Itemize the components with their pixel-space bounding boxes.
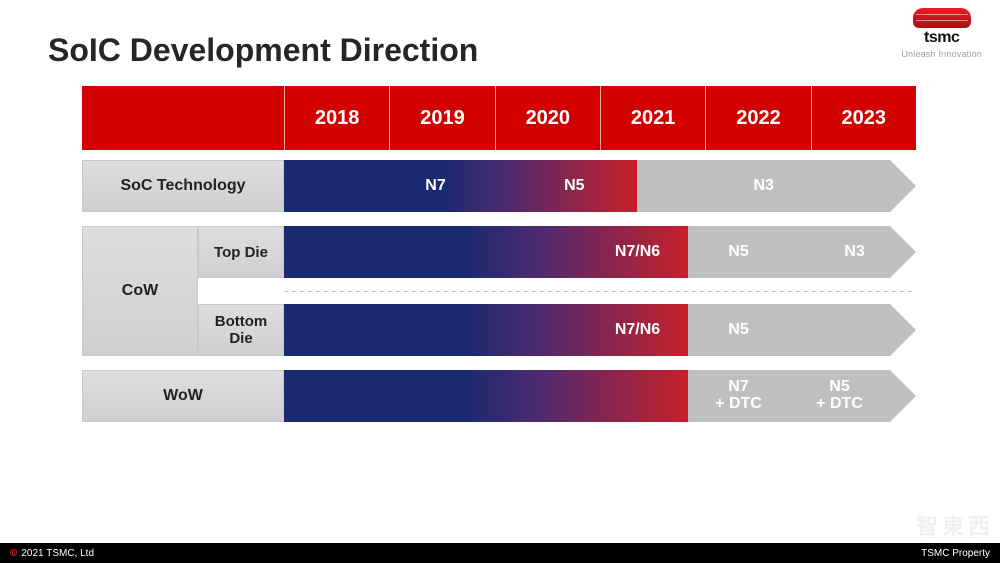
roadmap-segment [284, 226, 587, 278]
roadmap-segment: N7 + DTC [688, 370, 789, 422]
row-labels: CoWTop Die Bottom Die [82, 226, 284, 356]
roadmap-segment: N7/N6 [587, 226, 688, 278]
lane: N7 + DTCN5 + DTC [284, 370, 916, 422]
lane-separator [284, 278, 916, 304]
roadmap-segment: N7 [385, 160, 486, 212]
roadmap-segment: N5 [688, 304, 789, 356]
arrow-body: N7 N5 N3 [284, 160, 890, 212]
roadmap-segment [789, 226, 819, 278]
roadmap-segment: N5 [536, 160, 612, 212]
arrow-body: N7/N6N5 N3 [284, 226, 890, 278]
year-cell: 2022 [705, 86, 810, 150]
copyright: © 2021 TSMC, Ltd [10, 548, 94, 559]
lane: N7 N5 N3 [284, 160, 916, 212]
roadmap-segment [789, 304, 890, 356]
lane: N7/N6N5 N3 [284, 226, 916, 278]
year-cell: 2018 [284, 86, 389, 150]
roadmap-segment: N5 [688, 226, 789, 278]
year-cell: 2021 [600, 86, 705, 150]
year-cell: 2019 [389, 86, 494, 150]
sublabel: Bottom Die [198, 304, 284, 356]
header-stub [82, 86, 284, 150]
slide: SoIC Development Direction tsmc Unleash … [0, 0, 1000, 563]
lane-stack: N7/N6N5 N3 N7/N6N5 [284, 226, 916, 356]
brand-name: tsmc [901, 29, 982, 47]
wafer-icon [913, 8, 971, 28]
watermark: 智東西 [916, 509, 994, 541]
brand-tagline: Unleash Innovation [901, 49, 982, 59]
arrow-tip-icon [890, 160, 916, 212]
footer-right: TSMC Property [921, 548, 990, 559]
roadmap-segment [486, 160, 536, 212]
footer: © 2021 TSMC, Ltd TSMC Property [0, 543, 1000, 563]
roadmap-segment [789, 160, 890, 212]
roadmap-segment: N3 [819, 226, 890, 278]
lane-stack: N7 + DTCN5 + DTC [284, 370, 916, 422]
roadmap-segment [612, 160, 637, 212]
roadmap-segment: N5 + DTC [789, 370, 890, 422]
copyright-text: 2021 TSMC, Ltd [21, 548, 94, 559]
category-label: SoC Technology [82, 160, 284, 212]
lane: N7/N6N5 [284, 304, 916, 356]
row-labels: SoC Technology [82, 160, 284, 212]
arrow-tip-icon [890, 226, 916, 278]
roadmap-segment [284, 304, 587, 356]
brand-logo: tsmc Unleash Innovation [901, 8, 982, 59]
category-label: CoW [82, 226, 198, 356]
roadmap-segment: N7/N6 [587, 304, 688, 356]
roadmap-segment: N3 [738, 160, 788, 212]
year-cell: 2023 [811, 86, 916, 150]
roadmap-chart: 201820192020202120222023 SoC TechnologyN… [82, 86, 916, 436]
year-cell: 2020 [495, 86, 600, 150]
arrow-tip-icon [890, 370, 916, 422]
timeline-header: 201820192020202120222023 [82, 86, 916, 150]
roadmap-segment [284, 160, 385, 212]
roadmap-segment [284, 370, 688, 422]
timeline-row: SoC Technology N7 N5 N3 [82, 160, 916, 212]
copyright-symbol: © [10, 548, 17, 559]
arrow-body: N7 + DTCN5 + DTC [284, 370, 890, 422]
category-label: WoW [82, 370, 284, 422]
timeline-row: CoWTop DieBottom DieN7/N6N5N3N7/N6N5 [82, 226, 916, 356]
sublabel: Top Die [198, 226, 284, 278]
arrow-tip-icon [890, 304, 916, 356]
page-title: SoIC Development Direction [48, 32, 478, 69]
timeline-rows: SoC Technology N7 N5 N3 CoWTop Die Bottom Die… [82, 150, 916, 422]
sublabel-col: Top Die Bottom Die [198, 226, 284, 356]
roadmap-segment [637, 160, 738, 212]
row-labels: WoW [82, 370, 284, 422]
lane-stack: N7 N5 N3 [284, 160, 916, 212]
timeline-row: WoWN7 + DTCN5 + DTC [82, 370, 916, 422]
arrow-body: N7/N6N5 [284, 304, 890, 356]
